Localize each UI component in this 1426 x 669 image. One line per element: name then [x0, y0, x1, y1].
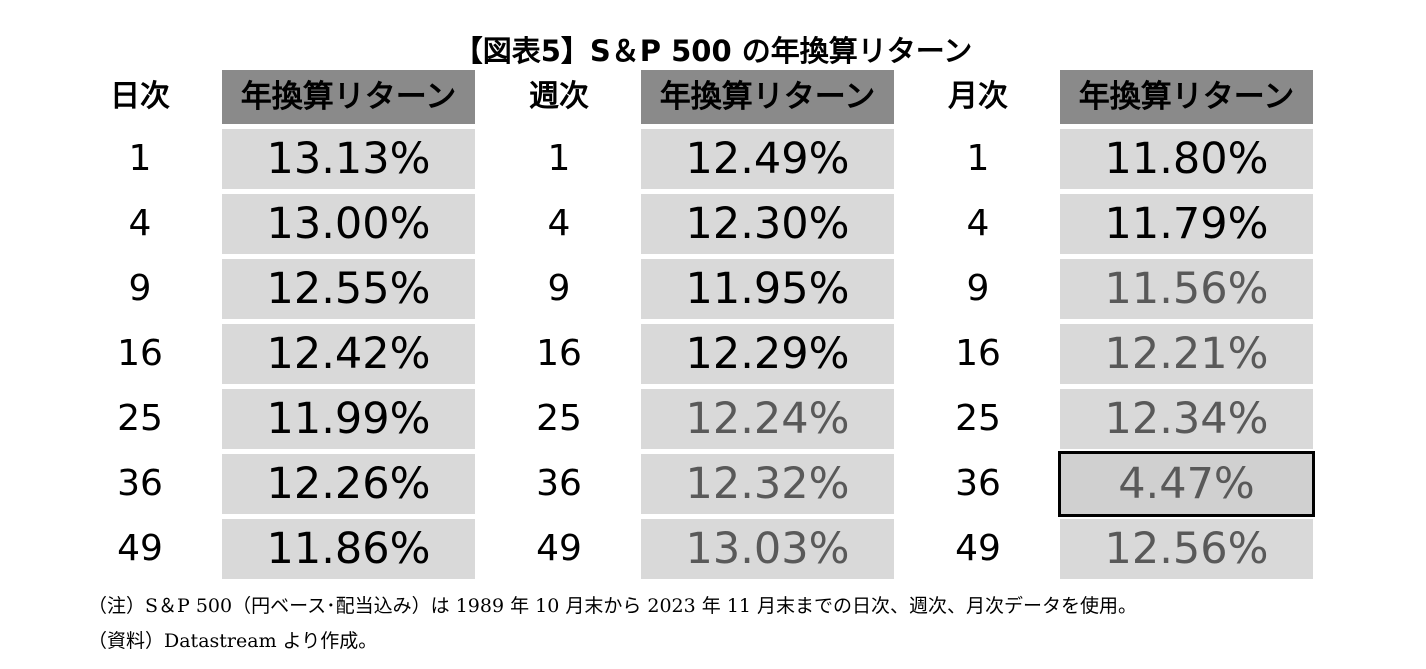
monthly-period-36: 36	[955, 463, 1001, 504]
weekly-period-9: 9	[547, 268, 571, 309]
weekly-period-16: 16	[536, 333, 582, 374]
daily-period-4: 4	[128, 203, 152, 244]
monthly-return-header: 年換算リターン	[1060, 70, 1313, 124]
daily-period-9: 9	[128, 268, 152, 309]
monthly-period-25: 25	[955, 398, 1001, 439]
weekly-return-value: 11.95%	[641, 259, 894, 319]
table-title: 【図表5】S＆P 500 の年換算リターン	[453, 34, 973, 68]
daily-period-36: 36	[117, 463, 163, 504]
monthly-return-value: 11.79%	[1060, 194, 1313, 254]
weekly-return-header: 年換算リターン	[641, 70, 894, 124]
monthly-return-value: 4.47%	[1058, 451, 1315, 517]
weekly-return-value: 12.49%	[641, 129, 894, 189]
monthly-return-value: 11.80%	[1060, 129, 1313, 189]
returns-table: 日次 年換算リターン 1 13.13% 4 13.00% 9 12.55% 16 12.42% 25…	[0, 70, 1426, 580]
daily-return-header: 年換算リターン	[222, 70, 475, 124]
daily-period-49: 49	[117, 528, 163, 569]
daily-period-header: 日次	[110, 79, 170, 114]
monthly-period-4: 4	[966, 203, 990, 244]
daily-period-16: 16	[117, 333, 163, 374]
monthly-period-16: 16	[955, 333, 1001, 374]
daily-return-value: 13.00%	[222, 194, 475, 254]
note-source-period: （注）S＆P 500（円ベース･配当込み）は 1989 年 10 月末から 20…	[88, 595, 1138, 617]
weekly-period-49: 49	[536, 528, 582, 569]
weekly-return-value: 13.03%	[641, 519, 894, 579]
monthly-period-49: 49	[955, 528, 1001, 569]
weekly-return-value: 12.32%	[641, 454, 894, 514]
daily-return-value: 12.26%	[222, 454, 475, 514]
weekly-period-header: 週次	[529, 79, 589, 114]
daily-period-1: 1	[128, 138, 152, 179]
weekly-return-value: 12.29%	[641, 324, 894, 384]
daily-return-value: 12.42%	[222, 324, 475, 384]
daily-return-value: 11.99%	[222, 389, 475, 449]
daily-return-value: 13.13%	[222, 129, 475, 189]
monthly-return-value: 12.34%	[1060, 389, 1313, 449]
weekly-return-value: 12.30%	[641, 194, 894, 254]
note-data-source: （資料）Datastream より作成。	[88, 630, 378, 652]
weekly-period-4: 4	[547, 203, 571, 244]
monthly-return-value: 12.56%	[1060, 519, 1313, 579]
daily-period-25: 25	[117, 398, 163, 439]
weekly-period-25: 25	[536, 398, 582, 439]
weekly-return-value: 12.24%	[641, 389, 894, 449]
daily-return-value: 12.55%	[222, 259, 475, 319]
weekly-period-1: 1	[547, 138, 571, 179]
monthly-period-9: 9	[966, 268, 990, 309]
monthly-return-value: 12.21%	[1060, 324, 1313, 384]
monthly-period-header: 月次	[948, 79, 1008, 114]
monthly-period-1: 1	[966, 138, 990, 179]
monthly-return-value: 11.56%	[1060, 259, 1313, 319]
weekly-period-36: 36	[536, 463, 582, 504]
daily-return-value: 11.86%	[222, 519, 475, 579]
